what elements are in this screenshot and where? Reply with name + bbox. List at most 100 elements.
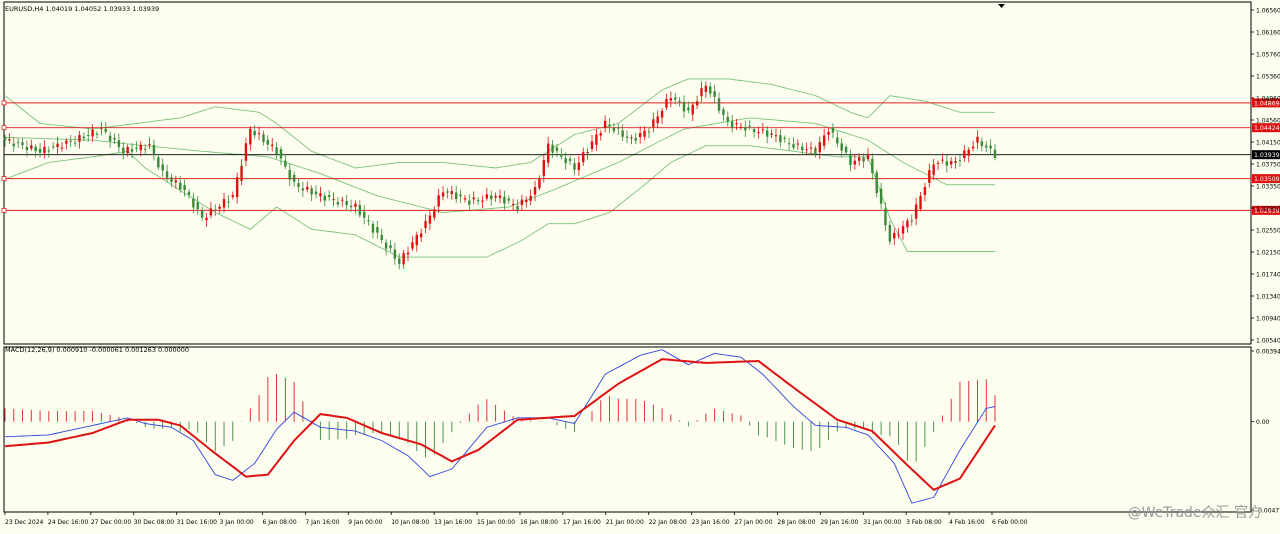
candle-body xyxy=(244,143,248,161)
candle-body xyxy=(976,136,979,143)
candle-body xyxy=(135,147,138,149)
candle-body xyxy=(704,85,708,92)
candle-body xyxy=(669,98,673,101)
candle-body xyxy=(967,149,970,156)
candle-body xyxy=(69,140,72,142)
candle-body xyxy=(564,158,567,164)
level-handle-2[interactable] xyxy=(1,125,7,131)
candle-body xyxy=(787,143,791,145)
candle-body xyxy=(853,160,857,165)
candle-body xyxy=(687,107,690,111)
candle-body xyxy=(980,141,984,147)
candle-body xyxy=(174,180,178,183)
candle-body xyxy=(468,200,471,205)
candle-body xyxy=(634,137,638,141)
level-label-bg-2 xyxy=(1252,123,1280,133)
candle-body xyxy=(722,109,725,115)
level-handle-3[interactable] xyxy=(1,176,7,182)
candle-body xyxy=(906,220,909,228)
macd-info: MACD(12,26,9) 0.000910 -0.000061 0.00126… xyxy=(5,346,189,354)
candle-body xyxy=(630,137,633,139)
time-axis-label: 31 Dec 16:00 xyxy=(177,519,218,526)
candle-body xyxy=(652,119,655,127)
candle-body xyxy=(840,143,843,151)
candle-body xyxy=(349,205,353,208)
candle-body xyxy=(603,120,607,128)
candle-body xyxy=(551,144,554,153)
candle-body xyxy=(783,137,786,139)
candle-body xyxy=(380,235,383,240)
candle-body xyxy=(836,137,839,144)
candle-body xyxy=(179,182,182,190)
time-axis-label: 16 Jan 08:00 xyxy=(520,519,558,526)
time-axis-label: 6 Jan 08:00 xyxy=(262,519,296,526)
candle-body xyxy=(411,242,414,249)
candle-body xyxy=(582,152,585,163)
level-label-bg-1 xyxy=(1252,98,1280,108)
candle-body xyxy=(525,199,528,203)
candle-body xyxy=(95,133,99,135)
candle-body xyxy=(231,195,234,197)
candle-body xyxy=(538,178,541,189)
candle-body xyxy=(262,134,265,143)
candle-body xyxy=(879,188,883,204)
candle-body xyxy=(726,117,729,122)
candle-body xyxy=(12,143,15,147)
candle-body xyxy=(555,147,559,151)
level-label-bg-4 xyxy=(1252,205,1280,215)
candle-body xyxy=(862,157,865,162)
level-handle-1[interactable] xyxy=(1,100,7,106)
candle-body xyxy=(354,203,357,207)
symbol-info: EURUSD,H4 1.04019 1.04052 1.03933 1.0393… xyxy=(5,5,159,13)
candle-body xyxy=(306,186,309,190)
candle-body xyxy=(100,127,103,129)
candle-body xyxy=(91,129,94,137)
candle-body xyxy=(945,161,949,166)
signal-line xyxy=(4,358,996,491)
price-axis-label: 1.04560 xyxy=(1256,118,1280,125)
candle-body xyxy=(586,151,589,154)
time-axis-label: 27 Dec 00:00 xyxy=(91,519,132,526)
time-axis-label: 10 Jan 08:00 xyxy=(391,519,429,526)
current-price-label-bg xyxy=(1252,150,1280,160)
candle-body xyxy=(888,224,892,242)
candle-body xyxy=(936,163,940,165)
candle-body xyxy=(297,183,300,188)
candle-body xyxy=(735,123,738,125)
candle-body xyxy=(560,154,563,157)
candle-body xyxy=(249,128,252,145)
candle-body xyxy=(923,187,927,195)
candle-body xyxy=(240,165,243,181)
candle-body xyxy=(814,148,817,155)
candle-body xyxy=(87,135,90,137)
candle-body xyxy=(341,199,344,201)
candle-body xyxy=(932,164,935,175)
candle-body xyxy=(774,135,778,137)
candle-body xyxy=(958,160,962,162)
level-handle-4[interactable] xyxy=(1,207,7,213)
time-axis-label: 7 Jan 16:00 xyxy=(305,519,339,526)
time-axis-label: 27 Jan 00:00 xyxy=(735,519,773,526)
candle-body xyxy=(284,160,287,167)
candle-body xyxy=(43,146,46,154)
candle-body xyxy=(875,172,878,194)
candle-body xyxy=(205,217,208,221)
candle-body xyxy=(490,195,493,200)
candle-body xyxy=(792,144,795,148)
candle-body xyxy=(376,227,379,233)
candle-body xyxy=(884,208,887,226)
candle-body xyxy=(919,195,922,210)
candle-body xyxy=(739,126,743,128)
candle-body xyxy=(621,130,624,137)
macd-axis-label: 0.00 xyxy=(1256,419,1270,426)
candle-body xyxy=(314,191,318,195)
candle-body xyxy=(612,127,616,132)
candle-body xyxy=(871,158,874,174)
candle-body xyxy=(266,139,270,145)
candle-body xyxy=(122,147,125,154)
price-axis-label: 1.02150 xyxy=(1256,250,1280,257)
candle-body xyxy=(288,169,291,180)
candle-body xyxy=(511,203,515,205)
shift-marker-icon[interactable] xyxy=(998,4,1005,8)
